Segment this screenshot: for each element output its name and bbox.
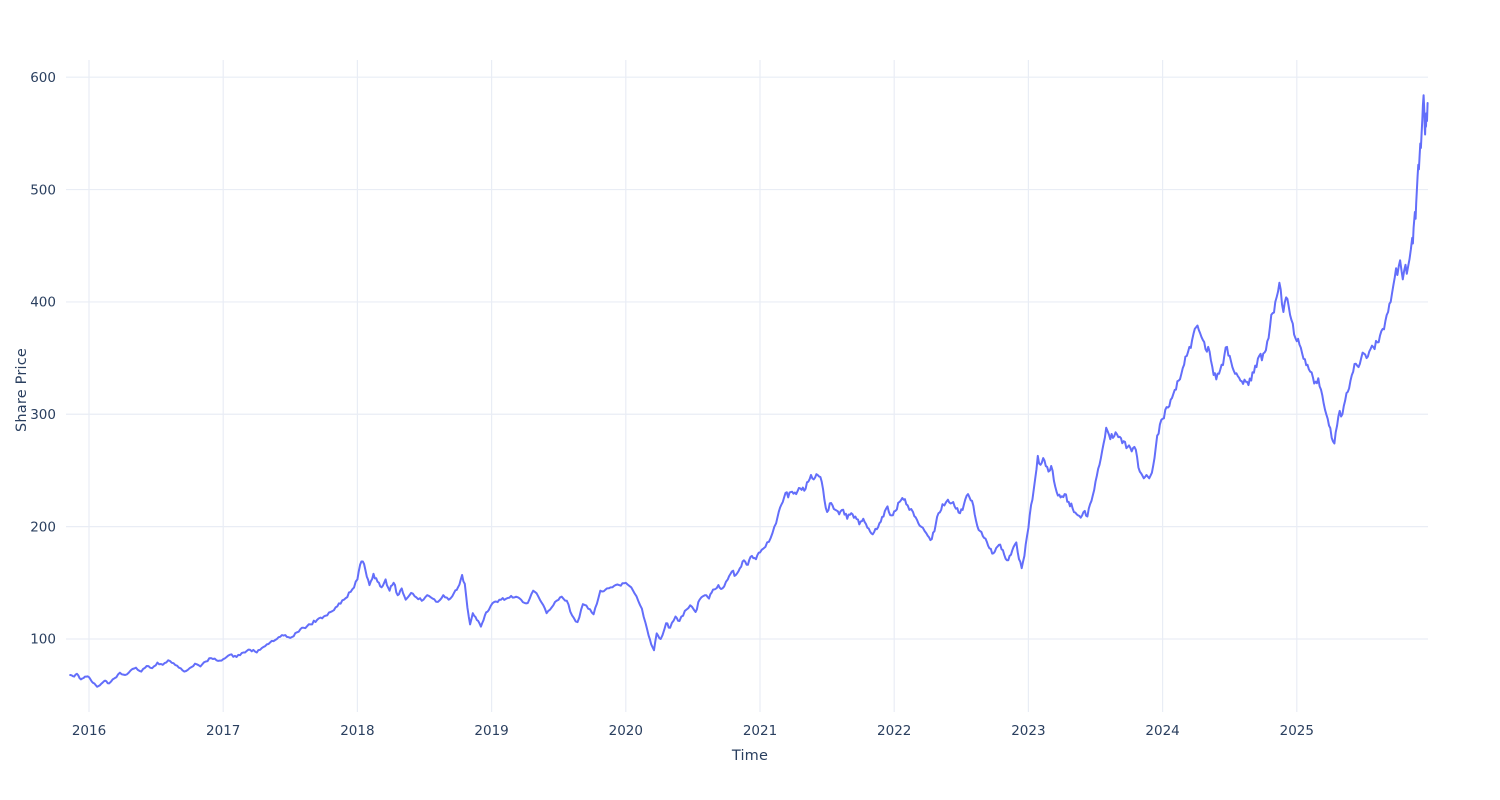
x-tick-label: 2023 bbox=[1011, 723, 1045, 739]
x-tick-label: 2025 bbox=[1280, 723, 1314, 739]
x-tick-label: 2016 bbox=[72, 723, 106, 739]
y-tick-label: 500 bbox=[30, 182, 56, 198]
x-tick-label: 2021 bbox=[743, 723, 777, 739]
x-axis-title: Time bbox=[731, 748, 769, 764]
x-tick-label: 2022 bbox=[877, 723, 911, 739]
y-tick-label: 100 bbox=[30, 632, 56, 648]
x-tick-label: 2020 bbox=[609, 723, 643, 739]
x-tick-label: 2017 bbox=[206, 723, 240, 739]
x-tick-label: 2024 bbox=[1145, 723, 1179, 739]
x-tick-label: 2018 bbox=[340, 723, 374, 739]
price-line bbox=[69, 94, 1429, 688]
y-tick-label: 400 bbox=[30, 295, 56, 311]
y-axis-title: Share Price bbox=[14, 347, 30, 433]
y-tick-label: 300 bbox=[30, 407, 56, 423]
y-tick-label: 200 bbox=[30, 519, 56, 535]
x-tick-label: 2019 bbox=[474, 723, 508, 739]
y-tick-label: 600 bbox=[30, 70, 56, 86]
plot-area[interactable] bbox=[66, 60, 1428, 712]
